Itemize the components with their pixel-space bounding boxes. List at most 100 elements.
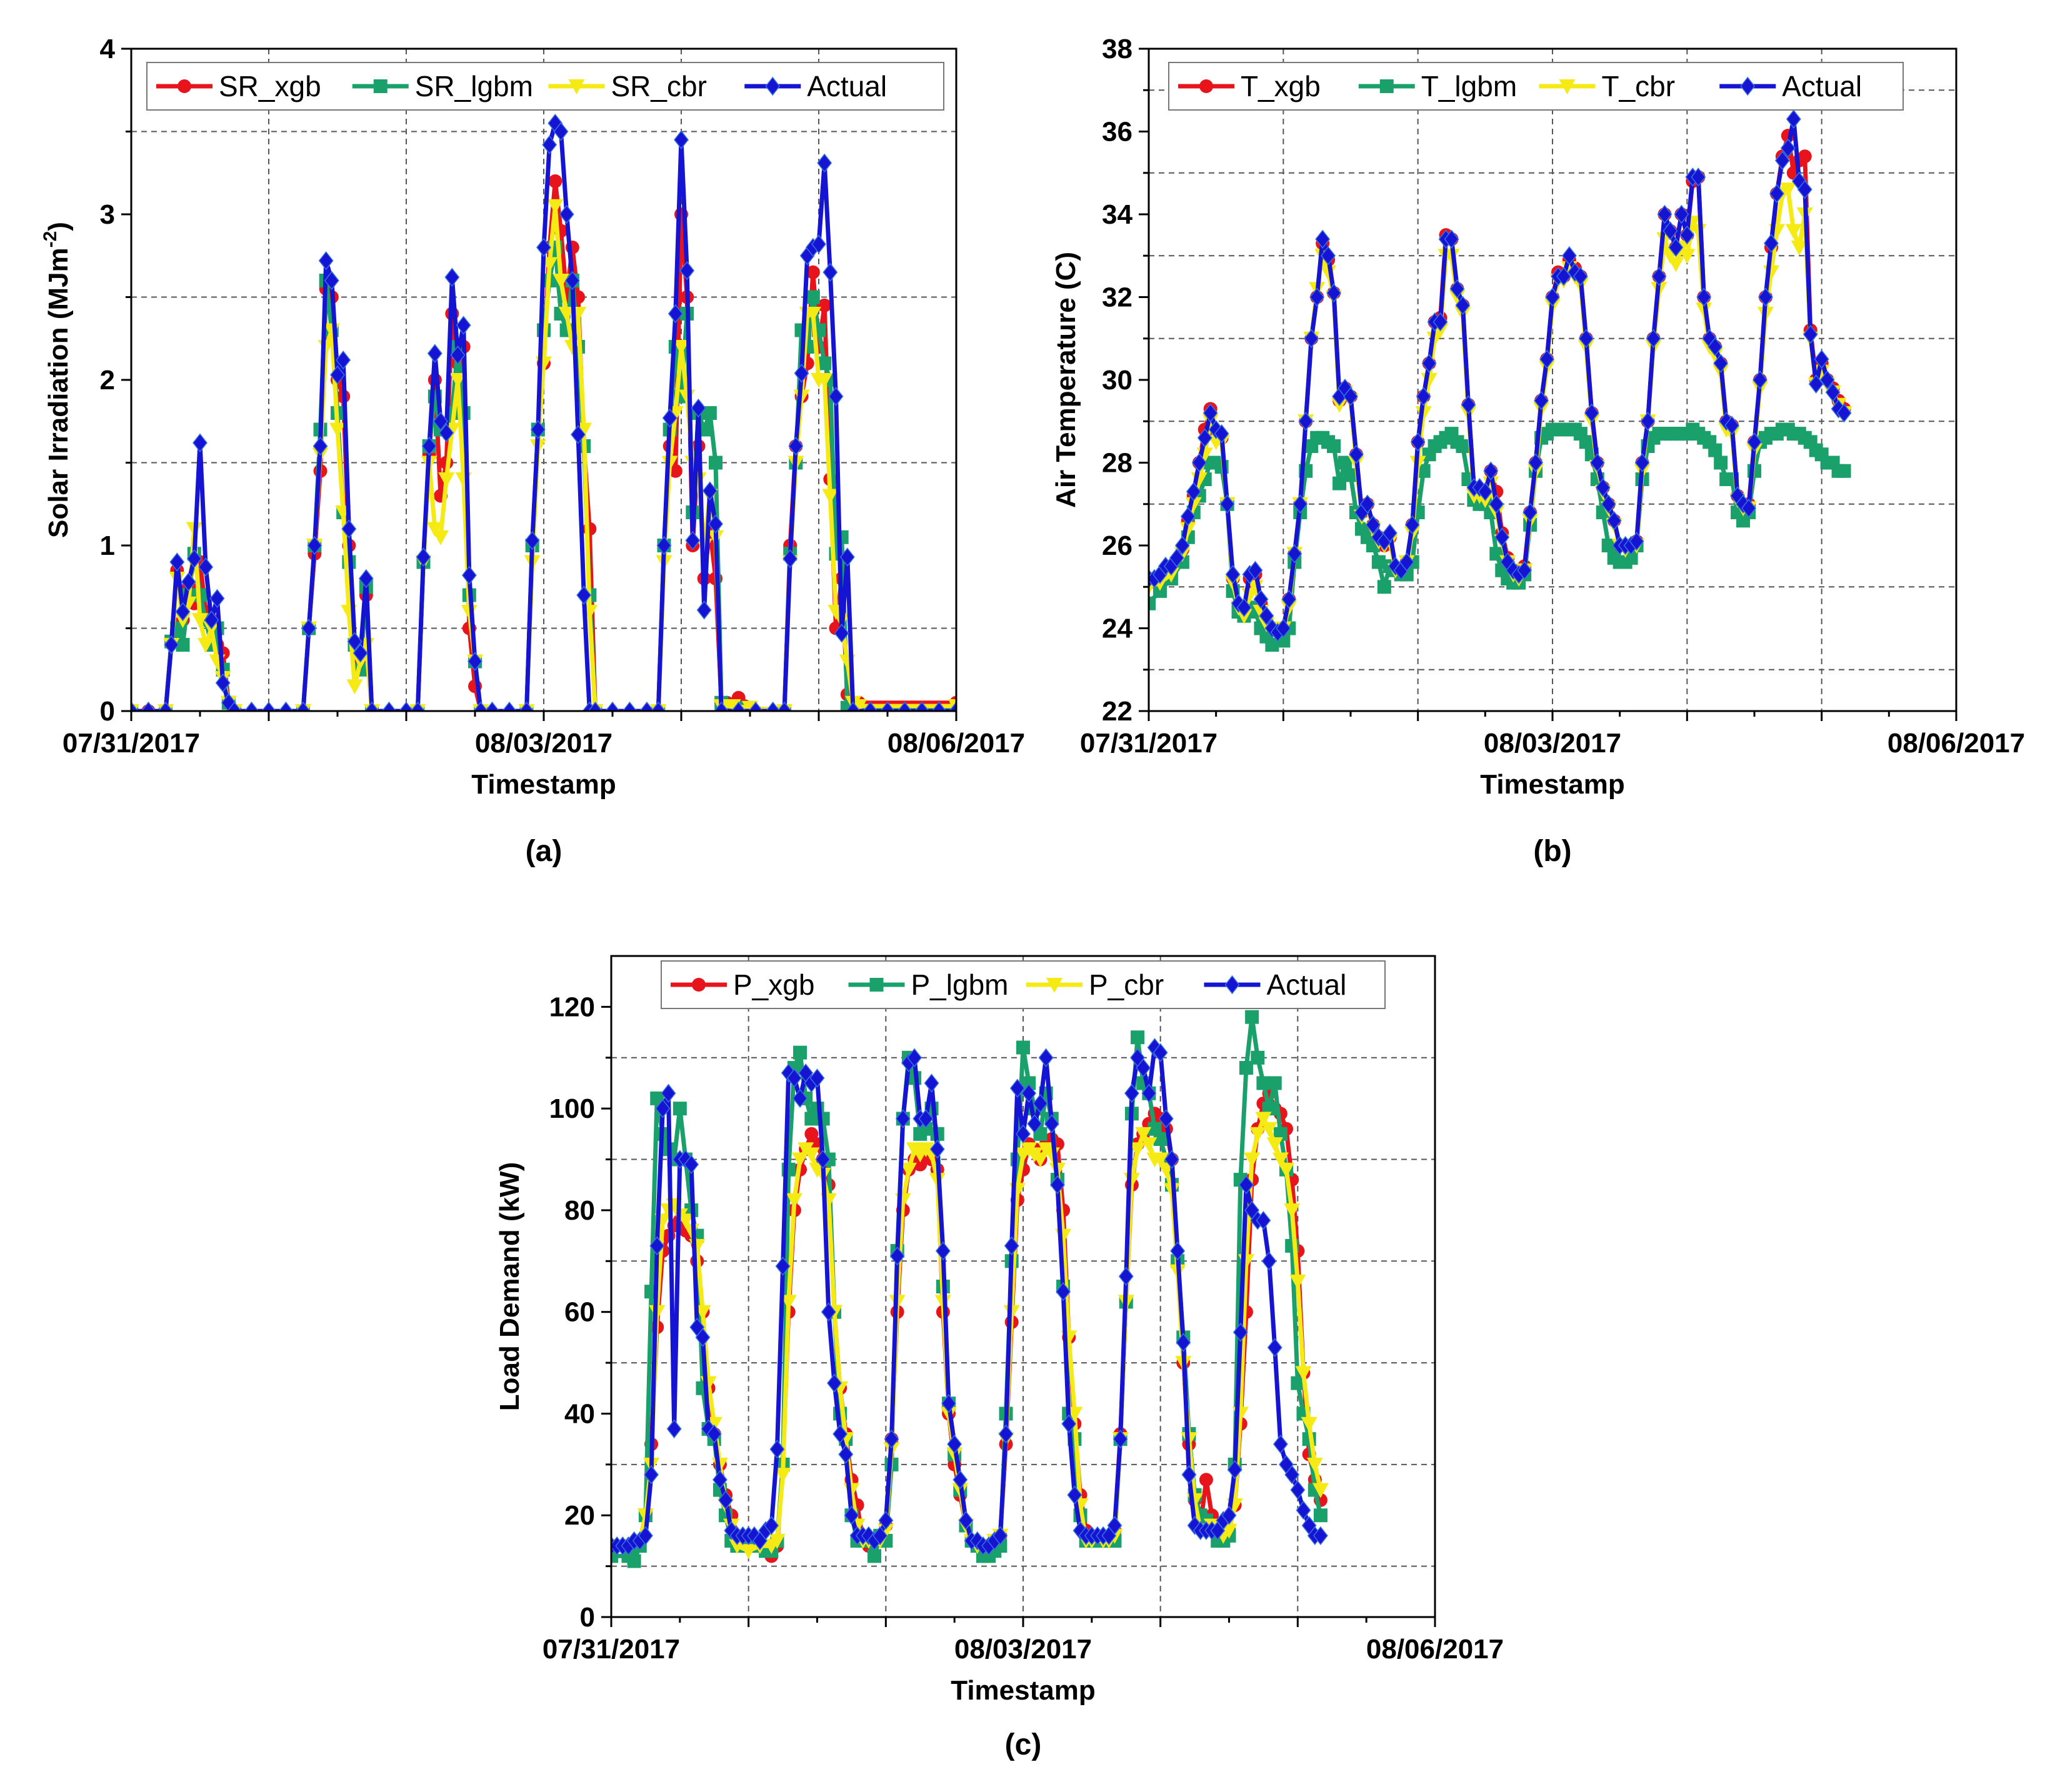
data-point: [1309, 287, 1325, 307]
data-point: [1199, 1473, 1213, 1487]
data-point: [1752, 370, 1768, 390]
data-point: [1296, 1500, 1311, 1520]
data-point: [1301, 1416, 1318, 1432]
data-point: [198, 638, 214, 653]
data-point: [1032, 1152, 1049, 1168]
y-tick-label: 36: [1102, 117, 1132, 147]
data-point: [1135, 1127, 1152, 1142]
data-point: [1779, 182, 1796, 198]
data-point: [1825, 382, 1841, 402]
data-point: [827, 1373, 842, 1393]
data-point: [1449, 279, 1465, 299]
panel-caption: (c): [1005, 1728, 1042, 1761]
data-point: [1251, 1050, 1265, 1065]
data-point: [1245, 1010, 1259, 1024]
legend-label: Actual: [807, 70, 887, 102]
data-point: [1410, 432, 1426, 452]
legend-item-t-lgbm: T_lgbm: [1358, 70, 1517, 102]
data-point: [742, 700, 758, 711]
y-tick-label: 60: [564, 1297, 595, 1328]
data-point: [685, 530, 701, 550]
data-point: [261, 701, 276, 711]
data-point: [1741, 499, 1756, 518]
data-point: [1239, 1175, 1254, 1195]
series-actual: [131, 114, 956, 711]
data-point: [296, 701, 311, 711]
data-point: [844, 1506, 859, 1525]
data-point: [1696, 287, 1712, 307]
data-point: [1259, 606, 1274, 625]
x-tick-label: 08/06/2017: [1366, 1634, 1504, 1665]
data-point: [668, 464, 682, 478]
data-point: [1219, 494, 1235, 514]
data-point: [564, 271, 580, 291]
data-point: [1261, 1252, 1277, 1271]
data-point: [1239, 1061, 1253, 1075]
data-point: [1244, 1152, 1261, 1168]
data-point: [1349, 445, 1364, 464]
data-point: [1268, 1076, 1282, 1090]
data-point: [341, 519, 357, 539]
data-point: [1321, 246, 1336, 266]
data-point: [792, 1152, 809, 1168]
data-point: [346, 679, 363, 695]
legend-item-p-lgbm: P_lgbm: [848, 968, 1008, 1001]
data-point: [164, 635, 179, 655]
data-point: [1265, 638, 1279, 652]
data-point: [786, 1068, 802, 1088]
data-point: [1327, 439, 1341, 453]
y-tick-label: 4: [100, 34, 116, 64]
data-point: [426, 522, 443, 537]
data-point: [1131, 1030, 1145, 1045]
data-point: [450, 346, 466, 365]
data-point: [929, 1140, 945, 1159]
data-point: [1534, 391, 1549, 411]
data-point: [1713, 354, 1729, 373]
legend-item-sr-xgb: SR_xgb: [156, 70, 321, 102]
data-point: [913, 1157, 928, 1172]
data-point: [1651, 267, 1667, 286]
data-point: [695, 1328, 711, 1347]
data-point: [1522, 502, 1538, 522]
data-point: [312, 436, 328, 456]
data-point: [649, 1236, 665, 1256]
legend-label: T_lgbm: [1421, 70, 1517, 102]
data-point: [605, 701, 620, 711]
data-point: [1668, 237, 1684, 257]
panel-caption: (b): [1533, 835, 1571, 868]
data-point: [553, 122, 569, 141]
data-point: [846, 701, 861, 711]
data-point: [192, 433, 208, 452]
x-tick-label: 08/03/2017: [1484, 728, 1621, 759]
legend-marker: [1559, 79, 1576, 94]
data-point: [862, 701, 878, 711]
panel-b-air-temperature-chart: 22 24 26 28 30 32 34 36 38 07/31/2017 08/03/2017 08…: [1051, 34, 2025, 868]
data-point: [839, 547, 855, 567]
data-point: [809, 1068, 825, 1088]
data-point: [559, 204, 574, 224]
panel-c-load-demand-chart: 0 20 40 60 80 100 120 07/31/2017 08/03/2017 08/06…: [494, 955, 1504, 1761]
data-point: [1232, 1323, 1248, 1342]
x-tick-label: 08/06/2017: [888, 728, 1025, 759]
legend-marker: [1379, 79, 1394, 93]
data-point: [793, 1045, 808, 1060]
data-point: [1289, 1274, 1306, 1290]
data-point: [651, 701, 666, 711]
data-point: [364, 701, 379, 711]
data-point: [381, 701, 397, 711]
data-point: [992, 1526, 1008, 1545]
data-point: [702, 406, 717, 420]
data-point: [702, 481, 718, 500]
x-axis-label: Timestamp: [1480, 769, 1625, 800]
data-point: [1027, 1114, 1042, 1133]
data-point: [558, 307, 575, 322]
data-point: [1797, 180, 1812, 199]
data-point: [1802, 324, 1818, 344]
data-point: [1808, 374, 1824, 394]
data-point: [1456, 439, 1470, 453]
data-point: [1191, 453, 1207, 472]
data-point: [998, 1424, 1014, 1444]
data-point: [1814, 349, 1829, 369]
data-point: [900, 1162, 917, 1178]
